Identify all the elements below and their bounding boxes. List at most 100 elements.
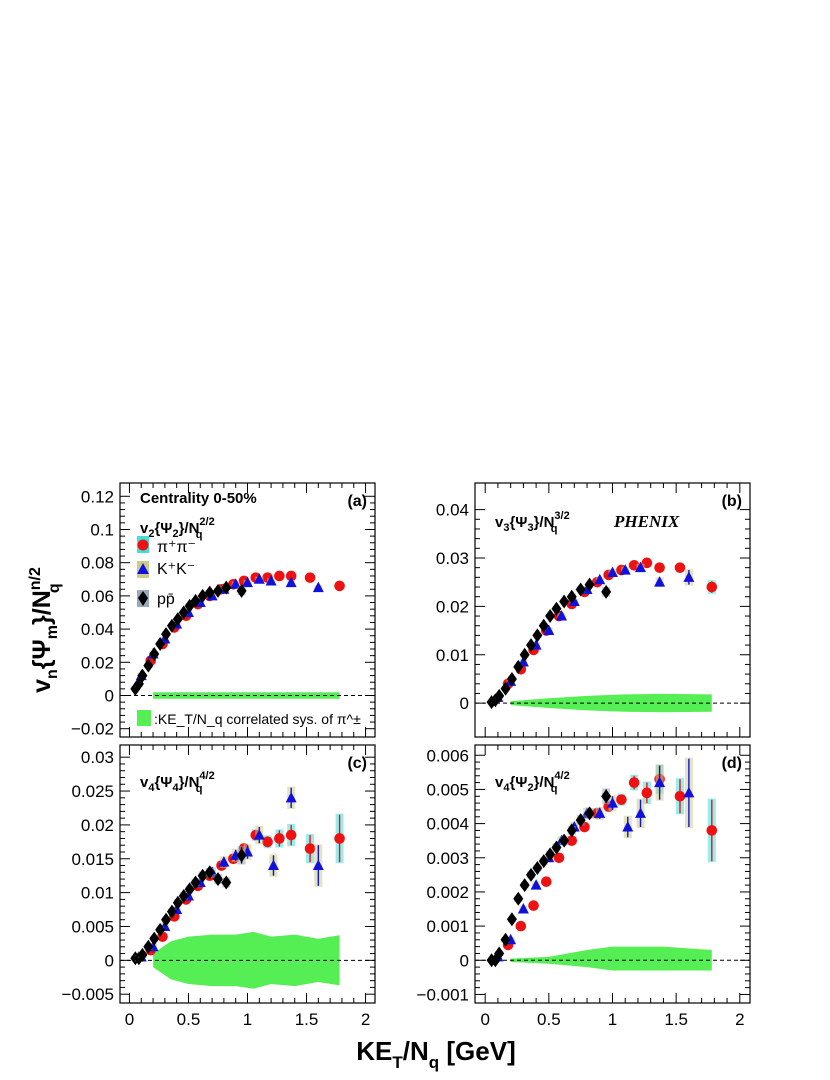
data-point-kaon — [594, 807, 606, 818]
data-point-pion — [616, 794, 627, 805]
data-point-proton — [143, 939, 154, 954]
data-point-kaon — [594, 573, 606, 585]
data-point-proton — [526, 638, 537, 653]
panel-d: −0.001 0 0.001 0.002 0.003 0.004 0.005 0.006 0 0.… — [417, 744, 751, 1029]
legend-pion-label: π⁺π⁻ — [157, 539, 196, 556]
y-tick-label: 0.005 — [71, 917, 114, 936]
y-tick-label: 0.04 — [81, 620, 114, 639]
x-tick-label: 1 — [243, 1010, 252, 1029]
y-tick-label: 0.025 — [71, 782, 114, 801]
data-point-proton — [166, 904, 177, 919]
y-tick-label: 0.005 — [426, 780, 469, 799]
series-diamond — [130, 846, 247, 966]
panel-tag: (d) — [722, 755, 742, 772]
data-point-proton — [532, 628, 543, 643]
panel-d-label: v4{Ψ2}/N4/2 q — [495, 770, 570, 795]
y-tick-label: −0.02 — [71, 720, 114, 739]
panel-tag: (c) — [347, 755, 367, 772]
x-tick-label: 2 — [361, 1010, 370, 1029]
legend-pion-marker — [137, 539, 149, 551]
data-point-proton — [545, 609, 556, 624]
data-point-proton — [566, 823, 577, 838]
sys-band — [510, 946, 712, 971]
data-point-pion — [274, 570, 285, 582]
data-point-kaon — [517, 903, 529, 914]
data-point-kaon — [218, 856, 230, 867]
data-point-proton — [506, 912, 517, 927]
data-point-proton — [494, 688, 505, 703]
data-point-proton — [559, 833, 570, 848]
legend-entry-kaon: K⁺K⁻ — [137, 561, 195, 578]
legend-proton-label: pp̄ — [157, 591, 175, 608]
data-point-proton — [584, 806, 595, 821]
panels: −0.02 0 0.02 0.04 0.06 0.08 0.1 0.12 (a) 0 0.01 0.0… — [62, 482, 751, 1029]
y-tick-label: 0.002 — [426, 883, 469, 902]
data-point-proton — [601, 584, 612, 599]
legend-kaon-label: K⁺K⁻ — [157, 561, 195, 578]
panel-tag: (b) — [722, 493, 742, 510]
data-point-proton — [566, 589, 577, 604]
x-tick-label: 2 — [735, 1010, 744, 1029]
data-point-kaon — [267, 859, 279, 871]
data-point-pion — [674, 562, 686, 573]
data-point-pion — [628, 777, 640, 788]
data-point-proton — [575, 813, 586, 828]
data-point-pion — [528, 900, 539, 911]
data-point-proton — [221, 580, 232, 595]
data-point-proton — [149, 931, 160, 946]
data-point-proton — [166, 618, 177, 633]
y-tick-label: 0.01 — [81, 884, 114, 903]
y-tick-label: 0.1 — [90, 520, 114, 539]
experiment-label: PHENIX — [613, 512, 680, 531]
data-point-proton — [575, 582, 586, 597]
y-tick-label: 0.02 — [81, 816, 114, 835]
y-axis-label: vn{Ψm}/Nn/2 q — [27, 567, 63, 693]
data-point-proton — [519, 878, 530, 893]
data-point-kaon — [285, 791, 297, 803]
data-point-kaon — [683, 571, 695, 582]
data-point-proton — [500, 681, 511, 696]
data-point-kaon — [654, 776, 666, 788]
data-point-kaon — [607, 566, 618, 578]
legend-entry-proton: pp̄ — [137, 590, 175, 608]
data-point-pion — [304, 843, 316, 854]
data-point-proton — [236, 583, 247, 598]
x-tick-label: 1.5 — [664, 1010, 688, 1029]
data-point-kaon — [230, 578, 242, 589]
data-point-kaon — [683, 786, 695, 798]
data-point-proton — [204, 865, 215, 880]
data-point-kaon — [285, 576, 297, 588]
data-point-proton — [143, 658, 154, 673]
y-tick-label: 0.03 — [81, 748, 114, 767]
x-tick-label: 0.5 — [177, 1010, 201, 1029]
data-point-proton — [236, 848, 247, 863]
data-point-proton — [149, 646, 160, 661]
data-point-proton — [559, 594, 570, 609]
data-point-proton — [601, 789, 612, 804]
data-point-kaon — [265, 574, 277, 586]
data-point-pion — [706, 581, 718, 593]
y-tick-label: −0.001 — [417, 985, 469, 1004]
y-tick-label: 0.03 — [436, 549, 469, 568]
data-point-pion — [654, 562, 665, 573]
data-point-proton — [221, 875, 232, 890]
data-point-proton — [551, 840, 562, 855]
data-point-proton — [519, 647, 530, 662]
data-point-proton — [513, 659, 524, 674]
legend-kaon-marker — [137, 563, 149, 574]
x-tick-label: 0 — [125, 1010, 134, 1029]
data-point-pion — [285, 570, 297, 582]
legend-proton-marker — [138, 591, 148, 606]
data-point-pion — [274, 833, 285, 844]
data-point-proton — [513, 891, 524, 906]
y-tick-label: 0 — [105, 686, 114, 705]
data-point-proton — [178, 605, 189, 620]
data-point-kaon — [607, 797, 618, 808]
sys-note-swatch — [137, 710, 151, 726]
panel-c: −0.005 0 0.005 0.01 0.015 0.02 0.025 0.03 0 0.5 1 1… — [62, 744, 376, 1029]
panel-b-label: v3{Ψ3}/N3/2 q — [495, 510, 570, 535]
data-point-kaon — [530, 879, 542, 890]
y-tick-label: −0.005 — [62, 985, 114, 1004]
data-point-proton — [212, 583, 223, 598]
data-point-pion — [285, 829, 297, 841]
